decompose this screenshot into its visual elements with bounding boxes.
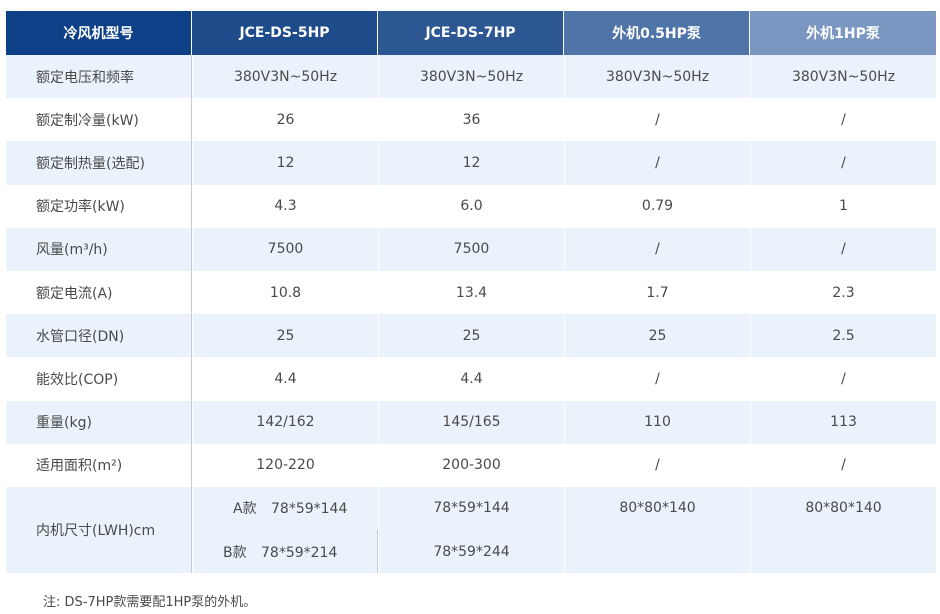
row-label: 水管口径(DN) bbox=[6, 314, 192, 358]
size-variant-b-tag: B款 bbox=[223, 544, 247, 561]
row-label: 内机尺寸(LWH)cm bbox=[6, 486, 192, 574]
table-cell: 7500 bbox=[378, 227, 564, 271]
table-row-current: 额定电流(A) 10.8 13.4 1.7 2.3 bbox=[6, 270, 936, 315]
table-row-airflow: 风量(m³/h) 7500 7500 / / bbox=[6, 227, 936, 271]
row-label: 适用面积(m²) bbox=[6, 443, 192, 487]
row-label: 额定制冷量(kW) bbox=[6, 98, 192, 142]
table-cell: 142/162 bbox=[192, 400, 378, 444]
header-jce-ds-5hp: JCE-DS-5HP bbox=[192, 11, 378, 55]
table-cell: / bbox=[564, 98, 750, 142]
row-label: 能效比(COP) bbox=[6, 357, 192, 401]
header-model-label: 冷风机型号 bbox=[6, 11, 192, 55]
table-cell: 78*59*244 bbox=[378, 530, 564, 574]
table-cell: 4.4 bbox=[192, 357, 378, 401]
table-cell: / bbox=[750, 443, 936, 487]
table-cell: 80*80*140 bbox=[750, 486, 936, 574]
table-row-weight: 重量(kg) 142/162 145/165 110 113 bbox=[6, 400, 936, 444]
table-cell: 13.4 bbox=[378, 270, 564, 315]
table-cell: / bbox=[564, 357, 750, 401]
row-label: 重量(kg) bbox=[6, 400, 192, 444]
table-cell: 25 bbox=[564, 314, 750, 358]
table-cell: 12 bbox=[378, 141, 564, 185]
row-label: 额定功率(kW) bbox=[6, 184, 192, 228]
table-row-heating: 额定制热量(选配) 12 12 / / bbox=[6, 141, 936, 185]
row-label: 额定电流(A) bbox=[6, 270, 192, 315]
table-cell: 12 bbox=[192, 141, 378, 185]
table-cell: / bbox=[564, 443, 750, 487]
table-row-area: 适用面积(m²) 120-220 200-300 / / bbox=[6, 443, 936, 487]
table-row-cooling: 额定制冷量(kW) 26 36 / / bbox=[6, 98, 936, 142]
table-cell: 4.4 bbox=[378, 357, 564, 401]
table-cell: 110 bbox=[564, 400, 750, 444]
table-cell: 78*59*144 bbox=[378, 486, 564, 531]
table-cell: 2.5 bbox=[750, 314, 936, 358]
table-cell: 80*80*140 bbox=[564, 486, 750, 574]
table-cell: 200-300 bbox=[378, 443, 564, 487]
size-variant-a-tag: A款 bbox=[233, 501, 257, 518]
table-cell: 10.8 bbox=[192, 270, 378, 315]
table-cell: / bbox=[750, 357, 936, 401]
size-value: 78*59*144 bbox=[271, 501, 348, 518]
table-cell: / bbox=[750, 227, 936, 271]
spec-table: 冷风机型号 JCE-DS-5HP JCE-DS-7HP 外机0.5HP泵 外机1… bbox=[6, 11, 936, 574]
table-cell: / bbox=[750, 98, 936, 142]
table-header-row: 冷风机型号 JCE-DS-5HP JCE-DS-7HP 外机0.5HP泵 外机1… bbox=[6, 11, 936, 55]
table-row-voltage: 额定电压和频率 380V3N~50Hz 380V3N~50Hz 380V3N~5… bbox=[6, 55, 936, 99]
table-cell: 1.7 bbox=[564, 270, 750, 315]
table-cell: 36 bbox=[378, 98, 564, 142]
row-label: 额定电压和频率 bbox=[6, 55, 192, 99]
table-cell: 2.3 bbox=[750, 270, 936, 315]
table-cell: 145/165 bbox=[378, 400, 564, 444]
table-cell: A款 78*59*144 bbox=[192, 486, 378, 531]
size-value: 78*59*214 bbox=[261, 544, 338, 561]
table-cell: 1 bbox=[750, 184, 936, 228]
table-row-cop: 能效比(COP) 4.4 4.4 / / bbox=[6, 357, 936, 401]
footnote: 注: DS-7HP款需要配1HP泵的外机。 bbox=[43, 595, 257, 610]
table-cell: 25 bbox=[378, 314, 564, 358]
table-cell: 6.0 bbox=[378, 184, 564, 228]
table-cell: 26 bbox=[192, 98, 378, 142]
table-row-power: 额定功率(kW) 4.3 6.0 0.79 1 bbox=[6, 184, 936, 228]
table-row-pipe: 水管口径(DN) 25 25 25 2.5 bbox=[6, 314, 936, 358]
table-cell: 380V3N~50Hz bbox=[378, 55, 564, 99]
header-pump-1hp: 外机1HP泵 bbox=[750, 11, 936, 55]
row-label: 额定制热量(选配) bbox=[6, 141, 192, 185]
table-row-size-b: B款 78*59*214 78*59*244 bbox=[6, 530, 936, 574]
table-cell: / bbox=[564, 227, 750, 271]
table-cell: / bbox=[564, 141, 750, 185]
table-cell: 380V3N~50Hz bbox=[750, 55, 936, 99]
header-jce-ds-7hp: JCE-DS-7HP bbox=[378, 11, 564, 55]
table-cell: 120-220 bbox=[192, 443, 378, 487]
table-cell: B款 78*59*214 bbox=[192, 530, 378, 574]
table-cell: 4.3 bbox=[192, 184, 378, 228]
table-cell: 380V3N~50Hz bbox=[192, 55, 378, 99]
table-cell: / bbox=[750, 141, 936, 185]
header-pump-05hp: 外机0.5HP泵 bbox=[564, 11, 750, 55]
table-cell: 0.79 bbox=[564, 184, 750, 228]
table-row-size-a: 内机尺寸(LWH)cm A款 78*59*144 78*59*144 80*80*… bbox=[6, 486, 936, 574]
row-label: 风量(m³/h) bbox=[6, 227, 192, 271]
table-cell: 380V3N~50Hz bbox=[564, 55, 750, 99]
table-cell: 113 bbox=[750, 400, 936, 444]
table-cell: 25 bbox=[192, 314, 378, 358]
table-cell: 7500 bbox=[192, 227, 378, 271]
